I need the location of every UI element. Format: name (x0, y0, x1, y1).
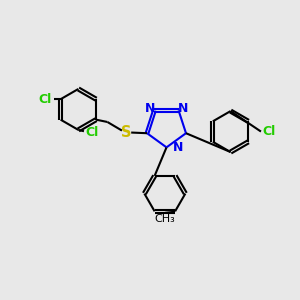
Text: N: N (172, 141, 183, 154)
Text: S: S (121, 125, 132, 140)
Text: CH₃: CH₃ (154, 214, 175, 224)
Text: Cl: Cl (85, 126, 99, 139)
Text: N: N (178, 101, 188, 115)
Text: N: N (145, 101, 155, 115)
Text: Cl: Cl (262, 125, 276, 138)
Text: Cl: Cl (38, 93, 51, 106)
